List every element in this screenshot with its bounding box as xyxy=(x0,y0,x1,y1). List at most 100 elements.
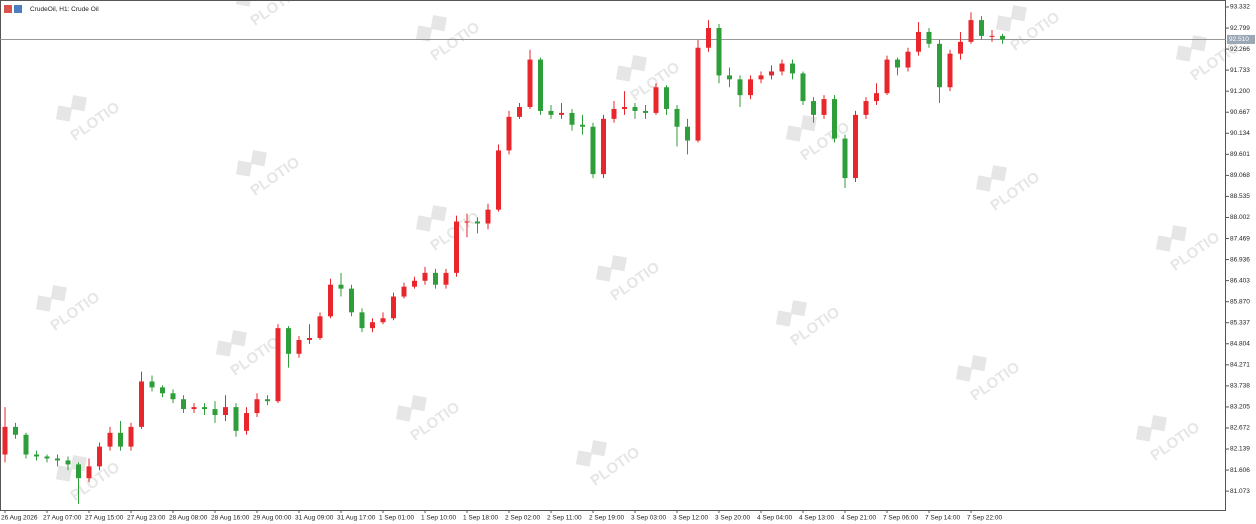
watermark-logo xyxy=(1175,45,1193,62)
watermark-logo xyxy=(1135,425,1153,442)
candle-body xyxy=(296,339,302,354)
watermark-logo xyxy=(575,450,593,467)
watermark-logo xyxy=(55,465,73,482)
candle-body xyxy=(632,106,638,111)
candle-body xyxy=(464,221,470,223)
price-label: 92.510 xyxy=(1229,36,1249,43)
watermark-logo xyxy=(630,55,647,72)
x-tick-label: 1 Sep 01:00 xyxy=(379,515,414,522)
x-tick-label: 4 Sep 21:00 xyxy=(841,515,876,522)
candle-body xyxy=(527,59,533,107)
candle-body xyxy=(590,126,596,175)
y-tick-label: 92.799 xyxy=(1230,25,1250,32)
x-tick-label: 1 Sep 10:00 xyxy=(421,515,456,522)
candle-body xyxy=(748,79,753,96)
candle-body xyxy=(275,328,281,402)
candle-body xyxy=(149,381,155,388)
candle-body xyxy=(401,286,407,297)
y-tick-label: 87.469 xyxy=(1230,235,1250,242)
watermark-logo xyxy=(415,215,433,232)
candle-body xyxy=(328,284,333,317)
watermark-logo xyxy=(990,165,1007,182)
candle-body xyxy=(800,73,806,102)
y-tick-label: 91.200 xyxy=(1230,88,1250,95)
y-tick-label: 86.936 xyxy=(1230,256,1250,263)
candle-body xyxy=(517,106,522,117)
watermark-logo xyxy=(800,115,817,132)
candle-body xyxy=(674,108,680,127)
candle-body xyxy=(716,27,722,76)
candle-body xyxy=(286,328,291,354)
y-tick-label: 90.134 xyxy=(1230,130,1250,137)
watermark-logo xyxy=(975,175,993,192)
y-tick-label: 85.337 xyxy=(1230,319,1250,326)
candle-body xyxy=(433,272,438,285)
y-tick-label: 91.733 xyxy=(1230,67,1250,74)
watermark-logo xyxy=(1170,225,1187,242)
x-tick-label: 3 Sep 03:00 xyxy=(631,515,666,522)
candle-body xyxy=(13,426,18,435)
candle-body xyxy=(454,221,459,273)
candle-body xyxy=(317,316,323,339)
candle-body xyxy=(580,124,585,127)
watermark-logo xyxy=(615,65,633,82)
candle-body xyxy=(1000,35,1005,40)
candle-body xyxy=(412,280,417,287)
watermark-logo xyxy=(250,150,267,167)
price-tag xyxy=(1227,34,1255,44)
y-tick-label: 84.804 xyxy=(1230,340,1250,347)
candle-body xyxy=(233,407,239,431)
watermark-logo xyxy=(1190,35,1207,52)
candle-body xyxy=(989,35,995,37)
candle-body xyxy=(65,460,71,465)
watermark-logo xyxy=(610,255,627,272)
candle-body xyxy=(548,110,554,115)
candle-body xyxy=(790,63,795,74)
candle-body xyxy=(139,381,144,427)
candle-body xyxy=(842,138,848,179)
candle-body xyxy=(653,87,659,113)
y-tick-label: 89.068 xyxy=(1230,172,1250,179)
candle-body xyxy=(212,409,218,416)
x-tick-label: 1 Sep 18:00 xyxy=(463,515,498,522)
candle-body xyxy=(821,99,827,115)
candle-body xyxy=(895,59,900,68)
x-tick-label: 3 Sep 12:00 xyxy=(673,515,708,522)
watermark-logo xyxy=(955,365,973,382)
watermark-logo xyxy=(775,310,793,327)
watermark-logo xyxy=(785,125,803,142)
y-tick-label: 93.332 xyxy=(1230,4,1250,11)
x-tick-label: 2 Sep 19:00 xyxy=(589,515,624,522)
y-tick-label: 82.672 xyxy=(1230,425,1250,432)
candle-body xyxy=(23,434,29,455)
candle-body xyxy=(506,116,512,151)
candle-body xyxy=(916,31,921,52)
watermark-logo xyxy=(410,395,427,412)
watermark-logo xyxy=(970,355,987,372)
candle-body xyxy=(853,114,858,179)
candle-body xyxy=(622,106,627,109)
candle-body xyxy=(874,93,879,102)
x-tick-label: 2 Sep 11:00 xyxy=(547,515,582,522)
x-tick-label: 2 Sep 02:00 xyxy=(505,515,540,522)
candle-body xyxy=(370,322,375,329)
icon[interactable] xyxy=(14,5,22,13)
watermark-logo xyxy=(1010,5,1027,22)
candle-body xyxy=(559,112,564,115)
candle-body xyxy=(380,318,386,323)
candle-body xyxy=(685,126,690,141)
watermark-logo xyxy=(235,0,253,7)
watermark-logo xyxy=(395,405,413,422)
candle-body xyxy=(905,51,911,68)
candle-body xyxy=(496,150,501,210)
candle-body xyxy=(191,407,197,410)
x-tick-label: 28 Aug 08:00 xyxy=(169,515,208,522)
watermark-logo xyxy=(230,330,247,347)
watermark-logo xyxy=(235,160,253,177)
candle-body xyxy=(569,112,575,125)
candle-body xyxy=(832,99,837,139)
watermark-logo xyxy=(50,285,67,302)
icon[interactable] xyxy=(4,5,12,13)
watermark-logo xyxy=(215,340,233,357)
